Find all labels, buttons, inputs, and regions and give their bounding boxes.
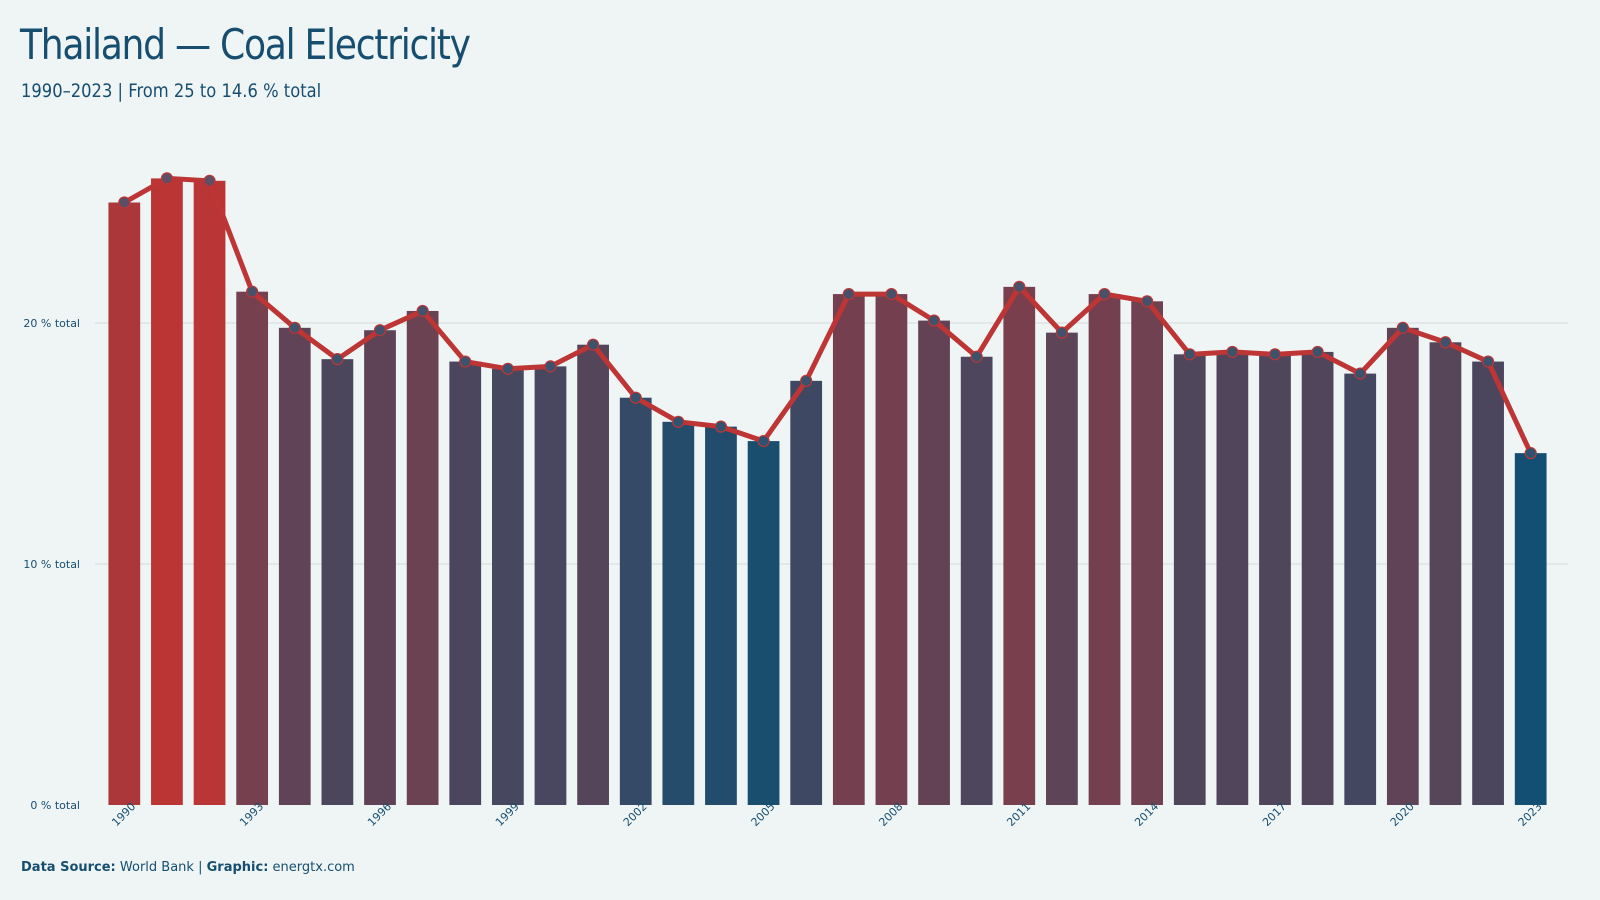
point-2021: [1439, 336, 1452, 349]
bar-2006: [790, 380, 823, 805]
bar-1996: [364, 330, 396, 805]
trend-line-layer: [121, 175, 1534, 456]
graphic-label: Graphic:: [206, 860, 269, 875]
bar-2009: [918, 320, 950, 805]
bar-2003: [662, 421, 695, 805]
point-1994: [288, 321, 301, 334]
point-2006: [800, 374, 813, 387]
bar-2017: [1259, 354, 1291, 805]
point-2003: [672, 415, 685, 428]
bar-2008: [875, 294, 908, 805]
y-tick-label: 20 % total: [23, 317, 80, 330]
point-2018: [1311, 345, 1324, 359]
point-2013: [1098, 287, 1111, 301]
bar-1994: [278, 327, 311, 805]
point-2019: [1354, 367, 1367, 380]
point-1997: [416, 304, 429, 318]
bar-1992: [193, 180, 226, 805]
y-tick-label: 0 % total: [30, 799, 80, 812]
point-2000: [544, 360, 557, 373]
point-2005: [757, 434, 770, 448]
bar-2004: [705, 426, 737, 805]
chart-subtitle: 1990–2023 | From 25 to 14.6 % total: [21, 80, 322, 102]
points: [118, 172, 1537, 460]
footer-separator: |: [198, 860, 203, 875]
point-2023: [1524, 447, 1537, 460]
bar-2016: [1216, 351, 1249, 805]
bar-2000: [534, 366, 567, 805]
point-2011: [1013, 280, 1026, 293]
point-2010: [970, 350, 983, 363]
chart-title: Thailand — Coal Electricity: [20, 20, 471, 69]
bar-2020: [1386, 327, 1419, 805]
source-value: World Bank: [119, 860, 194, 875]
point-1995: [331, 353, 344, 366]
point-2015: [1183, 348, 1196, 361]
bar-1998: [449, 361, 482, 805]
point-2020: [1396, 321, 1409, 334]
point-1991: [160, 172, 174, 185]
footer-credits: Data Source: World Bank | Graphic: energ…: [21, 860, 355, 875]
bar-2021: [1429, 342, 1462, 805]
point-1993: [246, 285, 259, 298]
bar-2002: [619, 397, 652, 805]
point-2002: [629, 391, 642, 404]
bar-2015: [1173, 354, 1206, 805]
bar-2023: [1514, 453, 1547, 805]
bar-2014: [1131, 301, 1164, 805]
point-2014: [1141, 295, 1154, 308]
bars: [108, 178, 1547, 806]
bar-1993: [236, 291, 269, 805]
bar-2012: [1046, 332, 1078, 805]
y-tick-label: 10 % total: [23, 558, 80, 571]
trend-line: [121, 175, 1534, 456]
bar-2001: [577, 344, 609, 805]
point-2008: [885, 287, 898, 301]
bar-2005: [747, 441, 780, 805]
source-label: Data Source:: [21, 860, 116, 875]
point-1992: [203, 174, 216, 187]
point-2001: [587, 338, 600, 351]
bar-2019: [1344, 373, 1377, 805]
graphic-value: energtx.com: [272, 860, 355, 875]
bar-2007: [832, 294, 865, 805]
point-1996: [373, 324, 387, 337]
y-axis-labels: 0 % total 10 % total 20 % total: [23, 317, 80, 812]
bar-1999: [491, 368, 524, 805]
point-2009: [927, 314, 941, 327]
bar-2011: [1003, 286, 1036, 806]
bar-1997: [406, 310, 439, 805]
point-2017: [1268, 348, 1282, 361]
point-1998: [459, 355, 472, 368]
bar-2018: [1301, 351, 1334, 805]
point-2012: [1055, 326, 1068, 339]
point-2004: [714, 420, 728, 433]
bar-2013: [1088, 294, 1121, 805]
point-1999: [501, 362, 514, 375]
bar-1991: [151, 178, 183, 805]
bar-2010: [960, 356, 993, 805]
bar-2022: [1472, 361, 1504, 805]
bar-1995: [321, 359, 354, 805]
point-2007: [842, 287, 855, 301]
point-2016: [1226, 345, 1239, 359]
bar-1990: [108, 202, 141, 805]
point-2022: [1481, 355, 1495, 368]
point-1990: [118, 196, 131, 209]
